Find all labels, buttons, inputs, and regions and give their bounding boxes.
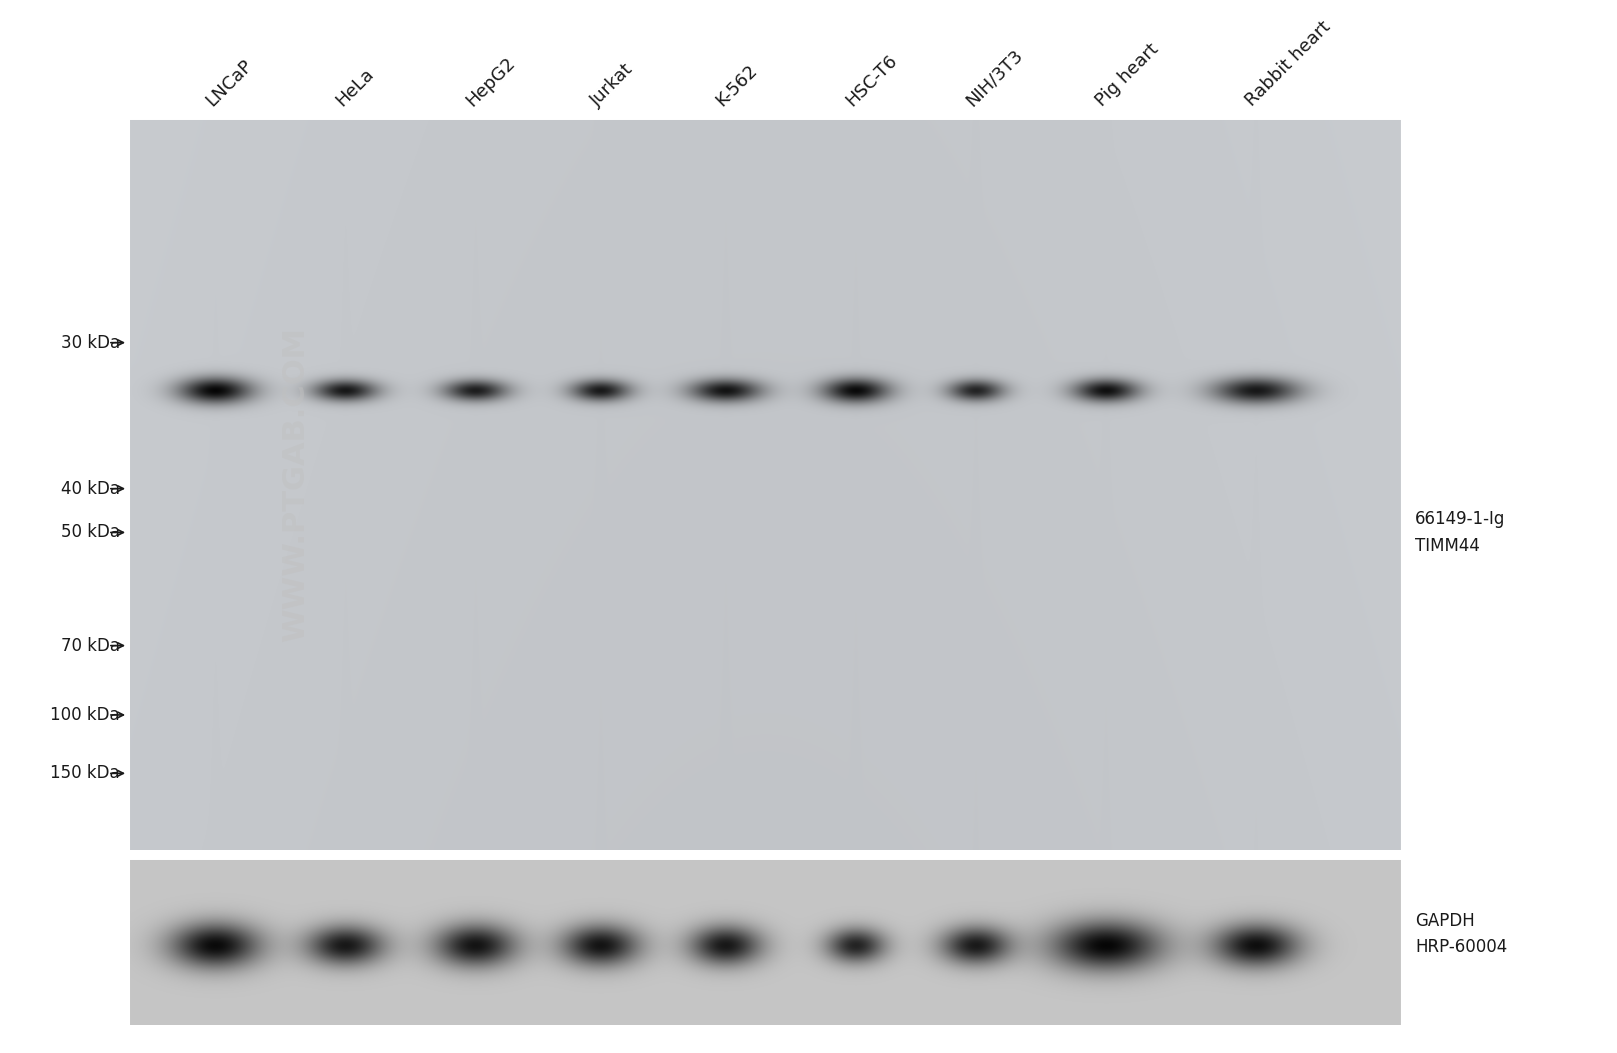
Text: NIH/3T3: NIH/3T3: [962, 46, 1027, 110]
Text: K-562: K-562: [711, 61, 762, 110]
Text: HSC-T6: HSC-T6: [842, 52, 901, 110]
Text: HepG2: HepG2: [462, 54, 519, 110]
Text: WWW.PTGAB.COM: WWW.PTGAB.COM: [281, 327, 309, 642]
Text: 150 kDa: 150 kDa: [50, 764, 120, 782]
Text: Pig heart: Pig heart: [1091, 40, 1163, 110]
Text: 50 kDa: 50 kDa: [61, 523, 120, 541]
Text: LNCaP: LNCaP: [202, 56, 255, 110]
Text: HeLa: HeLa: [331, 65, 377, 110]
Text: 30 kDa: 30 kDa: [61, 334, 120, 352]
Text: 40 kDa: 40 kDa: [61, 480, 120, 498]
Text: 66149-1-Ig
TIMM44: 66149-1-Ig TIMM44: [1415, 511, 1505, 555]
Text: 100 kDa: 100 kDa: [50, 706, 120, 724]
Text: GAPDH
HRP-60004: GAPDH HRP-60004: [1415, 912, 1507, 956]
Text: Jurkat: Jurkat: [587, 60, 637, 110]
Text: 70 kDa: 70 kDa: [61, 637, 120, 655]
Text: Rabbit heart: Rabbit heart: [1242, 18, 1334, 110]
